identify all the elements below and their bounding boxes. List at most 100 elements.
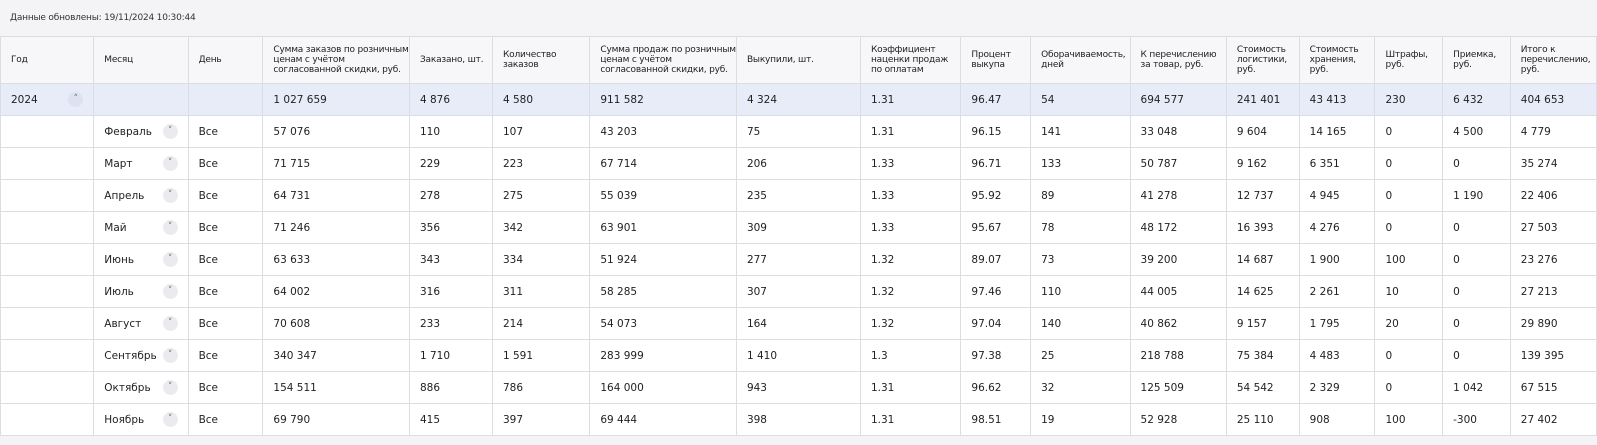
- column-header[interactable]: Оборачиваемость, дней: [1030, 36, 1131, 84]
- year-cell: [0, 275, 95, 308]
- chevron-down-icon[interactable]: ˅: [162, 156, 178, 171]
- table-cell: 140: [1030, 307, 1131, 340]
- column-header[interactable]: К перечислению за товар, руб.: [1129, 36, 1227, 84]
- month-row[interactable]: Ноябрь ˅ Все 69 790 415 397 69 444 398 1.31 98.51…: [0, 403, 1597, 436]
- column-header[interactable]: Сумма заказов по розничным ценам с учёто…: [262, 36, 410, 84]
- column-header[interactable]: Процент выкупа: [960, 36, 1032, 84]
- table-cell: 4 500: [1442, 115, 1511, 148]
- chevron-down-icon[interactable]: ˅: [162, 412, 178, 427]
- chevron-down-icon[interactable]: ˅: [162, 348, 178, 363]
- month-cell: Август ˅: [93, 307, 189, 340]
- table-cell: 10: [1374, 275, 1444, 308]
- table-cell: 55 039: [589, 179, 737, 212]
- table-cell: 0: [1442, 147, 1511, 180]
- month-row[interactable]: Март ˅ Все 71 715 229 223 67 714 206 1.33 96.71 13…: [0, 147, 1597, 180]
- chevron-down-icon[interactable]: ˅: [162, 316, 178, 331]
- chevron-down-icon[interactable]: ˅: [162, 284, 178, 299]
- table-cell: 1 027 659: [262, 83, 410, 116]
- table-cell: 95.92: [960, 179, 1032, 212]
- month-label: Апрель: [104, 189, 145, 202]
- table-cell: 71 715: [262, 147, 410, 180]
- chevron-down-icon[interactable]: ˅: [162, 380, 178, 395]
- year-total-row[interactable]: 2024 ˄ 1 027 659 4 876 4 580 911 582 4 324 1.31…: [0, 83, 1597, 116]
- column-header[interactable]: Итого к перечислению, руб.: [1509, 36, 1597, 84]
- month-label: Июль: [104, 285, 134, 298]
- month-label: Август: [104, 317, 142, 330]
- table-cell: 886: [408, 371, 493, 404]
- table-cell: 51 924: [589, 243, 737, 276]
- table-cell: 12 737: [1225, 179, 1300, 212]
- column-header[interactable]: Выкупили, шт.: [735, 36, 861, 84]
- table-cell: 14 625: [1225, 275, 1300, 308]
- sales-report-table: Год Месяц День Сумма заказов по розничным ц…: [0, 36, 1597, 436]
- table-cell: 32: [1030, 371, 1131, 404]
- day-cell[interactable]: Все: [187, 115, 264, 148]
- chevron-down-icon[interactable]: ˅: [162, 188, 178, 203]
- column-header[interactable]: Количество заказов: [491, 36, 591, 84]
- month-label: Май: [104, 221, 127, 234]
- month-cell: Сентябрь ˅: [93, 339, 189, 372]
- month-row[interactable]: Июль ˅ Все 64 002 316 311 58 285 307 1.32 97.46 11…: [0, 275, 1597, 308]
- table-cell: 1 190: [1442, 179, 1511, 212]
- year-cell: [0, 115, 95, 148]
- table-cell: 0: [1374, 371, 1444, 404]
- day-cell[interactable]: Все: [187, 339, 264, 372]
- month-cell: Октябрь ˅: [93, 371, 189, 404]
- table-cell: 98.51: [960, 403, 1032, 436]
- day-cell[interactable]: Все: [187, 147, 264, 180]
- day-cell[interactable]: Все: [187, 403, 264, 436]
- day-cell[interactable]: Все: [187, 371, 264, 404]
- month-row[interactable]: Сентябрь ˅ Все 340 347 1 710 1 591 283 999 1 41…: [0, 339, 1597, 372]
- table-cell: 206: [735, 147, 861, 180]
- column-header[interactable]: Приемка, руб.: [1442, 36, 1511, 84]
- data-updated-label: Данные обновлены: 19/11/2024 10:30:44: [10, 13, 196, 23]
- column-header[interactable]: Месяц: [93, 36, 189, 84]
- column-header[interactable]: День: [187, 36, 264, 84]
- month-cell: Апрель ˅: [93, 179, 189, 212]
- chevron-down-icon[interactable]: ˅: [162, 124, 178, 139]
- table-cell: 943: [735, 371, 861, 404]
- column-header[interactable]: Сумма продаж по розничным ценам с учётом…: [589, 36, 737, 84]
- day-cell[interactable]: Все: [187, 307, 264, 340]
- table-cell: 230: [1374, 83, 1444, 116]
- day-cell[interactable]: Все: [187, 243, 264, 276]
- table-cell: 4 580: [491, 83, 591, 116]
- table-cell: 27 402: [1509, 403, 1597, 436]
- column-header[interactable]: Стоимость хранения, руб.: [1298, 36, 1376, 84]
- table-cell: 48 172: [1129, 211, 1227, 244]
- table-cell: 20: [1374, 307, 1444, 340]
- table-cell: 4 779: [1509, 115, 1597, 148]
- table-cell: 0: [1442, 211, 1511, 244]
- chevron-up-icon[interactable]: ˄: [68, 92, 84, 107]
- table-cell: 1.32: [859, 243, 962, 276]
- chevron-down-icon[interactable]: ˅: [162, 220, 178, 235]
- table-cell: 25 110: [1225, 403, 1300, 436]
- month-row[interactable]: Февраль ˅ Все 57 076 110 107 43 203 75 1.31 96.15…: [0, 115, 1597, 148]
- year-cell: [0, 339, 95, 372]
- month-row[interactable]: Июнь ˅ Все 63 633 343 334 51 924 277 1.32 89.07 73…: [0, 243, 1597, 276]
- day-cell[interactable]: Все: [187, 211, 264, 244]
- column-header[interactable]: Заказано, шт.: [408, 36, 493, 84]
- table-cell: 283 999: [589, 339, 737, 372]
- table-cell: 0: [1374, 179, 1444, 212]
- table-cell: 316: [408, 275, 493, 308]
- column-header[interactable]: Стоимость логистики, руб.: [1225, 36, 1300, 84]
- column-header[interactable]: Коэффициент наценки продаж по оплатам: [859, 36, 962, 84]
- table-cell: 0: [1374, 211, 1444, 244]
- chevron-down-icon[interactable]: ˅: [162, 252, 178, 267]
- table-cell: 2 261: [1298, 275, 1376, 308]
- day-cell[interactable]: Все: [187, 275, 264, 308]
- table-cell: 9 162: [1225, 147, 1300, 180]
- month-row[interactable]: Май ˅ Все 71 246 356 342 63 901 309 1.33 95.67 78 4…: [0, 211, 1597, 244]
- month-row[interactable]: Октябрь ˅ Все 154 511 886 786 164 000 943 1.31 96…: [0, 371, 1597, 404]
- table-cell: 23 276: [1509, 243, 1597, 276]
- column-header[interactable]: Год: [0, 36, 95, 84]
- month-row[interactable]: Апрель ˅ Все 64 731 278 275 55 039 235 1.33 95.92…: [0, 179, 1597, 212]
- column-header[interactable]: Штрафы, руб.: [1374, 36, 1444, 84]
- month-label: Февраль: [104, 125, 152, 138]
- day-cell[interactable]: Все: [187, 179, 264, 212]
- table-cell: 0: [1442, 243, 1511, 276]
- month-row[interactable]: Август ˅ Все 70 608 233 214 54 073 164 1.32 97.04…: [0, 307, 1597, 340]
- table-cell: 100: [1374, 243, 1444, 276]
- year-label: 2024: [11, 93, 38, 106]
